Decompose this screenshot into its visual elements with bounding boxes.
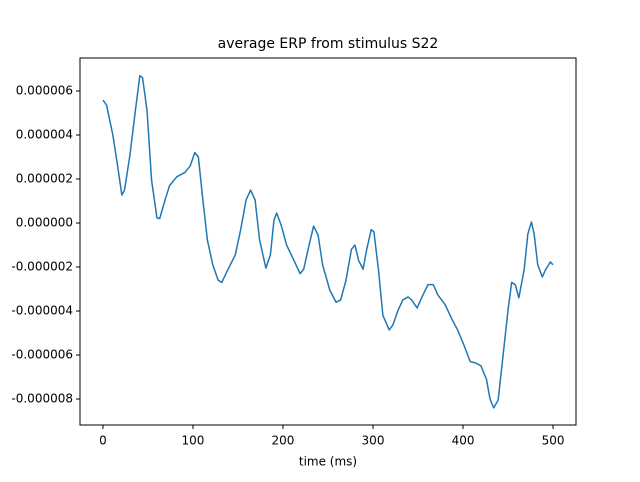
- x-tick-label: 100: [182, 434, 205, 448]
- x-tick-label: 200: [272, 434, 295, 448]
- y-tick-label: 0.000000: [16, 216, 73, 230]
- y-tick-label: 0.000002: [16, 172, 73, 186]
- x-tick-label: 500: [542, 434, 565, 448]
- y-tick-label: -0.000006: [11, 348, 73, 362]
- x-tick-label: 400: [452, 434, 475, 448]
- x-axis-label: time (ms): [299, 455, 357, 469]
- y-tick-label: 0.000006: [16, 84, 73, 98]
- y-tick-label: -0.000002: [11, 260, 73, 274]
- axes-frame: [79, 57, 577, 426]
- chart-title: average ERP from stimulus S22: [218, 36, 439, 52]
- x-tick-label: 300: [362, 434, 385, 448]
- x-tick-label: 0: [99, 434, 107, 448]
- series-line: [102, 74, 554, 409]
- y-tick-label: -0.000004: [11, 304, 73, 318]
- y-tick-label: 0.000004: [16, 128, 73, 142]
- y-tick-label: -0.000008: [11, 392, 73, 406]
